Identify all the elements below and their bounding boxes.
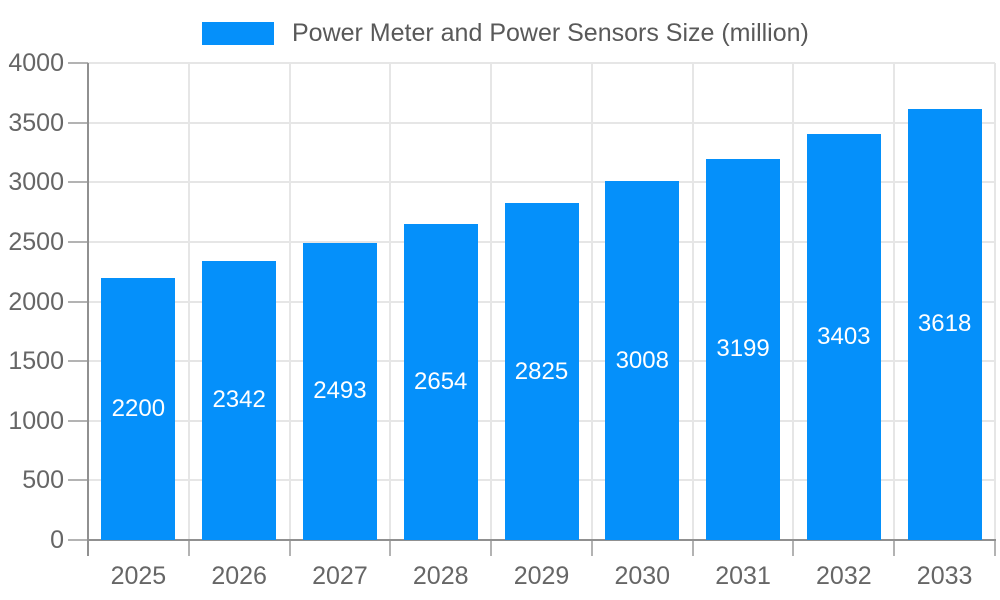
gridline-vertical (893, 63, 896, 540)
gridline-horizontal (88, 121, 995, 124)
bar[interactable] (504, 203, 579, 540)
y-axis-tick (68, 240, 88, 243)
bar[interactable] (101, 277, 176, 540)
x-tick-label: 2031 (715, 562, 771, 590)
bar[interactable] (202, 260, 277, 540)
y-tick-label: 500 (22, 466, 64, 495)
y-axis-tick (68, 479, 88, 482)
x-axis-tick (893, 540, 896, 556)
y-axis-tick (68, 539, 88, 541)
y-tick-label: 3000 (8, 168, 64, 197)
gridline-horizontal (88, 62, 995, 64)
y-tick-label: 1500 (8, 347, 64, 376)
x-axis-tick (288, 540, 291, 556)
y-tick-label: 2000 (8, 287, 64, 316)
gridline-vertical (389, 63, 392, 540)
y-tick-label: 3500 (8, 108, 64, 137)
x-tick-label: 2033 (916, 562, 973, 590)
y-tick-label: 1000 (8, 406, 64, 435)
x-tick-label: 2028 (412, 562, 469, 590)
x-axis-line (87, 539, 996, 541)
bar[interactable] (706, 158, 781, 540)
bar[interactable] (806, 134, 881, 540)
y-axis-tick (68, 300, 88, 303)
x-axis-tick (590, 540, 593, 556)
bar[interactable] (302, 242, 377, 540)
legend-label: Power Meter and Power Sensors Size (mill… (292, 19, 809, 47)
gridline-vertical (590, 63, 593, 540)
x-tick-label: 2026 (211, 562, 267, 590)
x-axis-tick (792, 540, 795, 556)
x-tick-label: 2029 (513, 562, 570, 590)
bar[interactable] (403, 223, 478, 540)
y-axis-tick (68, 181, 88, 184)
x-axis-tick (389, 540, 392, 556)
x-tick-label: 2030 (614, 562, 671, 590)
y-axis-tick (68, 419, 88, 422)
bar[interactable] (907, 108, 982, 540)
x-tick-label: 2032 (816, 562, 872, 590)
x-axis-tick (994, 540, 996, 556)
x-axis-tick (187, 540, 190, 556)
y-tick-label: 2500 (8, 227, 64, 256)
gridline-vertical (490, 63, 493, 540)
gridline-vertical (691, 63, 694, 540)
gridline-horizontal (88, 181, 995, 184)
bar[interactable] (605, 181, 680, 540)
y-axis-tick (68, 62, 88, 64)
y-axis-tick (68, 121, 88, 124)
y-axis-line (87, 63, 89, 556)
legend-item[interactable]: Power Meter and Power Sensors Size (mill… (202, 18, 809, 48)
gridline-vertical (288, 63, 291, 540)
y-axis-tick (68, 360, 88, 363)
x-axis-tick (691, 540, 694, 556)
y-tick-label: 4000 (8, 49, 64, 77)
gridline-vertical (792, 63, 795, 540)
legend-swatch-icon (202, 21, 274, 45)
gridline-vertical (994, 63, 996, 540)
x-tick-label: 2025 (110, 562, 167, 590)
x-tick-label: 2027 (312, 562, 368, 590)
gridline-vertical (187, 63, 190, 540)
y-tick-label: 0 (50, 526, 64, 554)
x-axis-tick (490, 540, 493, 556)
